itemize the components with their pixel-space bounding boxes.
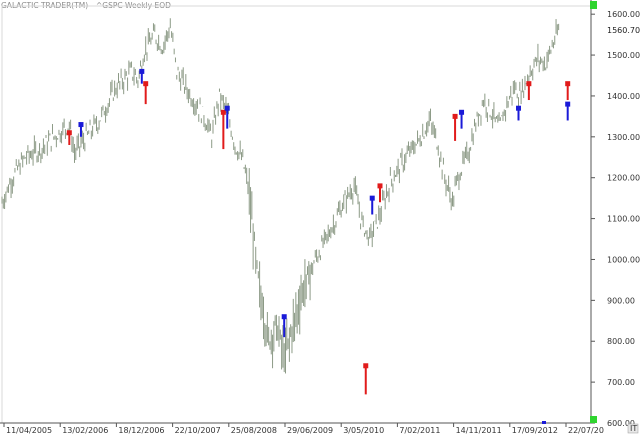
corner-box xyxy=(627,423,639,434)
axis-buy-dot xyxy=(542,421,546,424)
y-tick-label: 1200.00 xyxy=(607,174,640,183)
buy-signal-square xyxy=(281,314,287,320)
buy-signal-square xyxy=(224,105,230,111)
buy-signal-square xyxy=(516,105,522,111)
last-price-label: 1560.70 xyxy=(607,26,640,35)
x-tick-label: 18/12/2006 xyxy=(118,426,164,435)
y-tick-label: 1500.00 xyxy=(607,51,640,60)
y-tick-label: 1100.00 xyxy=(607,215,640,224)
buy-signal-square xyxy=(459,109,465,115)
plot-frame xyxy=(1,5,592,424)
y-tick-label: 600.00 xyxy=(607,419,635,428)
x-tick-label: 22/07/20 xyxy=(568,426,604,435)
x-tick-label: 13/02/2006 xyxy=(62,426,108,435)
sell-signal-square xyxy=(526,81,532,87)
corner-label: IT xyxy=(630,424,637,433)
buy-signal-square xyxy=(139,68,145,74)
sell-signal-square xyxy=(220,109,226,115)
sell-signal-square xyxy=(565,81,571,87)
y-tick-label: 900.00 xyxy=(607,296,635,305)
y-tick-label: 1300.00 xyxy=(607,133,640,142)
buy-signal-square xyxy=(565,101,571,107)
top-marker-icon xyxy=(590,1,597,9)
x-tick-label: 11/04/2005 xyxy=(6,426,52,435)
x-tick-label: 7/02/2011 xyxy=(399,426,440,435)
buy-signal-square xyxy=(78,122,84,128)
x-tick-label: 14/11/2011 xyxy=(456,426,502,435)
y-tick-label: 800.00 xyxy=(607,337,635,346)
x-tick-label: 17/09/2012 xyxy=(512,426,558,435)
y-tick-label: 700.00 xyxy=(607,378,635,387)
y-tick-label: 1000.00 xyxy=(607,255,640,264)
buy-signal-square xyxy=(369,195,375,201)
x-tick-label: 25/08/2008 xyxy=(231,426,277,435)
sell-signal-square xyxy=(363,363,369,369)
sell-signal-square xyxy=(66,130,72,136)
sell-signal-square xyxy=(143,81,149,87)
x-tick-label: 22/10/2007 xyxy=(175,426,221,435)
price-bars xyxy=(1,18,560,374)
y-tick-label: 1400.00 xyxy=(607,92,640,101)
sell-signal-square xyxy=(452,113,458,119)
x-tick-label: 29/06/2009 xyxy=(287,426,333,435)
y-tick-label: 1600.00 xyxy=(607,10,640,19)
bottom-marker-icon xyxy=(590,416,597,423)
x-tick-label: 3/05/2010 xyxy=(343,426,384,435)
sell-signal-square xyxy=(377,183,383,189)
